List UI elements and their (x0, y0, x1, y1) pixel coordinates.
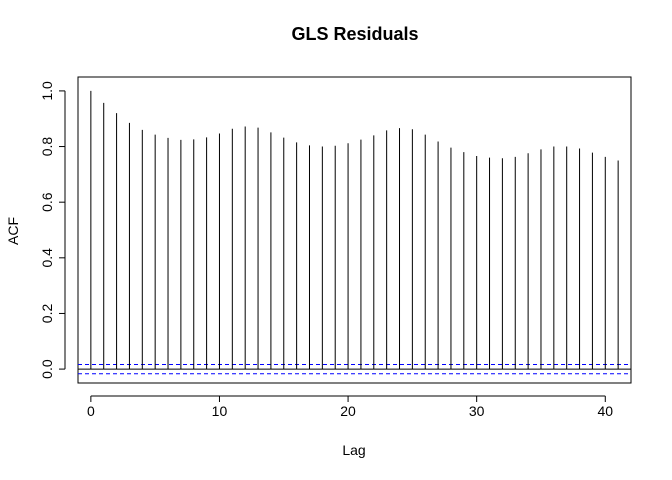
x-tick-label: 10 (212, 403, 228, 419)
x-tick-label: 30 (469, 403, 485, 419)
x-tick-label: 40 (597, 403, 613, 419)
x-tick-label: 20 (340, 403, 356, 419)
y-tick-label: 0.2 (39, 304, 55, 324)
y-tick-label: 0.6 (39, 192, 55, 212)
y-tick-label: 1.0 (39, 81, 55, 101)
plot-frame (77, 76, 632, 384)
y-axis-label: ACF (5, 217, 21, 245)
x-tick-label: 0 (87, 403, 95, 419)
y-tick-label: 0.4 (39, 248, 55, 268)
x-axis-label: Lag (342, 442, 365, 458)
plot-layer: 0 10 20 30 40 0.0 0.2 0.4 0.6 0.8 1.0 (39, 81, 631, 419)
y-tick-label: 0.8 (39, 137, 55, 157)
chart-title: GLS Residuals (291, 24, 418, 44)
y-tick-label: 0.0 (39, 359, 55, 379)
